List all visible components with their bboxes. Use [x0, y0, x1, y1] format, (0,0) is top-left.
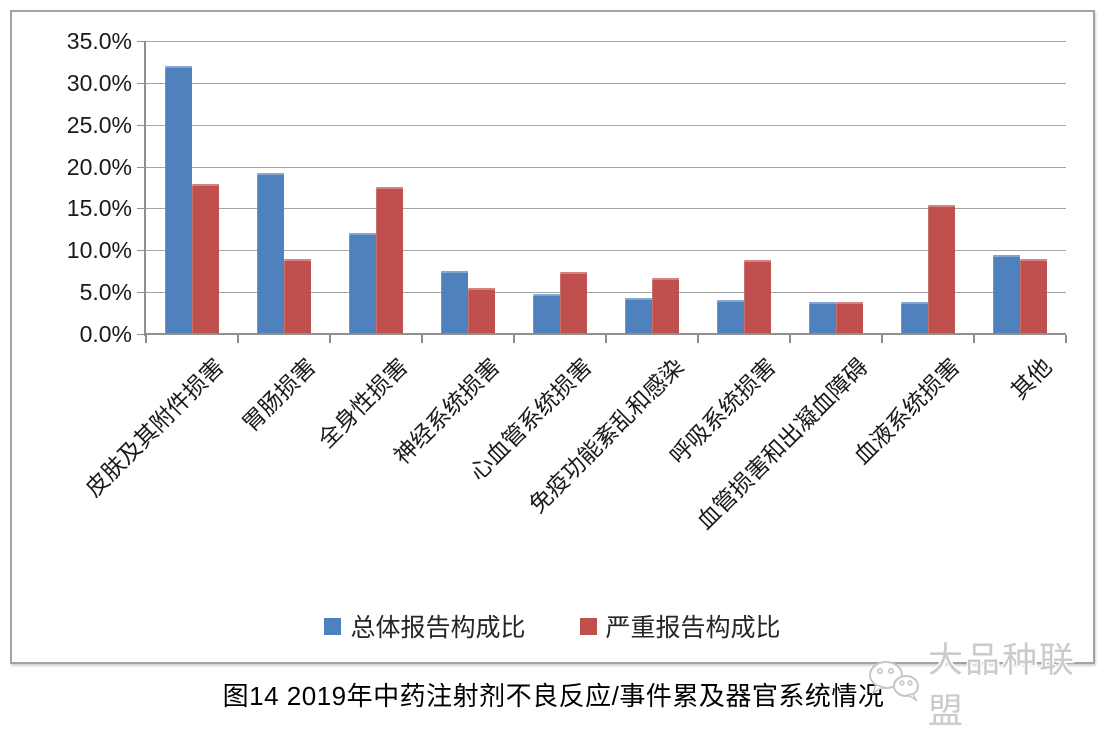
x-axis-tick: [421, 335, 423, 343]
y-axis-label: 20.0%: [66, 153, 132, 180]
y-axis-tick: [137, 250, 144, 252]
bar-serious: [192, 184, 219, 333]
bar-overall: [165, 65, 192, 333]
x-axis-tick: [881, 335, 883, 343]
chart-frame: 35.0% 30.0% 25.0% 20.0% 15.0% 10.0% 5.0% 0.0% 皮肤…: [10, 10, 1095, 664]
figure-canvas: 35.0% 30.0% 25.0% 20.0% 15.0% 10.0% 5.0% 0.0% 皮肤…: [10, 10, 1095, 731]
bar-overall: [533, 293, 560, 333]
legend-label-serious: 严重报告构成比: [605, 614, 781, 642]
gridline: [146, 41, 1066, 42]
bar-serious: [560, 271, 587, 333]
bar-overall: [809, 302, 836, 333]
x-axis-line: [144, 333, 1066, 335]
y-axis-tick: [137, 208, 144, 210]
bar-overall: [717, 300, 744, 333]
gridline: [146, 166, 1066, 168]
screenshot-root: { "caption": "图14 2019年中药注射剂不良反应/事件累及器官系…: [10, 10, 1095, 731]
bar-serious: [928, 204, 955, 333]
y-axis-label: 0.0%: [79, 321, 132, 347]
y-axis-tick: [137, 166, 144, 168]
legend-label-overall: 总体报告构成比: [350, 614, 526, 642]
y-axis-tick: [137, 41, 144, 42]
y-axis-label: 25.0%: [66, 111, 132, 138]
legend-swatch-red: [579, 617, 597, 635]
y-axis-tick: [137, 334, 144, 335]
y-axis-label: 15.0%: [66, 195, 132, 222]
bar-serious: [468, 287, 495, 333]
bar-serious: [836, 302, 863, 333]
bar-overall: [901, 302, 928, 333]
x-axis-tick: [237, 335, 239, 343]
x-axis-tick: [329, 335, 331, 343]
x-axis-label: 其他: [1005, 353, 1057, 405]
x-axis-tick: [697, 335, 699, 343]
bar-overall: [257, 173, 284, 333]
x-axis-tick: [973, 335, 975, 343]
x-axis-label: 皮肤及其附件损害: [80, 353, 229, 502]
x-axis-tick: [513, 335, 515, 343]
gridline: [146, 208, 1066, 210]
x-axis-tick: [145, 335, 147, 343]
legend-item-overall: 总体报告构成比: [324, 608, 526, 644]
x-axis-tick: [605, 335, 607, 343]
figure-caption: 图14 2019年中药注射剂不良反应/事件累及器官系统情况: [222, 681, 885, 711]
x-axis-tick: [789, 335, 791, 343]
gridline: [146, 292, 1066, 294]
y-axis-tick: [137, 124, 144, 126]
y-axis-line: [144, 41, 146, 336]
gridline: [146, 250, 1066, 252]
gridline: [146, 82, 1066, 84]
x-axis-tick: [1065, 335, 1067, 343]
legend-item-serious: 严重报告构成比: [579, 608, 781, 644]
y-axis-tick: [137, 292, 144, 294]
bar-overall: [349, 232, 376, 333]
y-axis-label: 30.0%: [66, 69, 132, 96]
watermark: 大品种联盟: [866, 632, 1107, 734]
bar-overall: [993, 255, 1020, 333]
gridline: [146, 124, 1066, 126]
chart-legend: 总体报告构成比 严重报告构成比: [12, 608, 1093, 644]
watermark-text: 大品种联盟: [928, 641, 1077, 731]
wechat-logo-icon: [866, 658, 924, 709]
x-axis-label: 免疫功能紊乱和感染: [523, 353, 689, 518]
x-axis-label: 胃肠损害: [237, 353, 321, 437]
legend-swatch-blue: [324, 617, 342, 635]
x-axis-label: 血管损害和出凝血障碍: [691, 353, 873, 535]
y-axis-label: 10.0%: [66, 237, 132, 264]
y-axis-tick: [137, 82, 144, 84]
y-axis-label: 35.0%: [66, 28, 132, 54]
y-axis-label: 5.0%: [79, 279, 132, 306]
bar-overall: [625, 297, 652, 333]
bar-serious: [744, 260, 771, 333]
bar-serious: [1020, 259, 1047, 333]
plot-area: 35.0% 30.0% 25.0% 20.0% 15.0% 10.0% 5.0% 0.0% 皮肤…: [67, 28, 1067, 534]
bar-serious: [376, 186, 403, 333]
bar-overall: [441, 271, 468, 333]
bar-serious: [652, 277, 679, 333]
bar-serious: [284, 258, 311, 333]
